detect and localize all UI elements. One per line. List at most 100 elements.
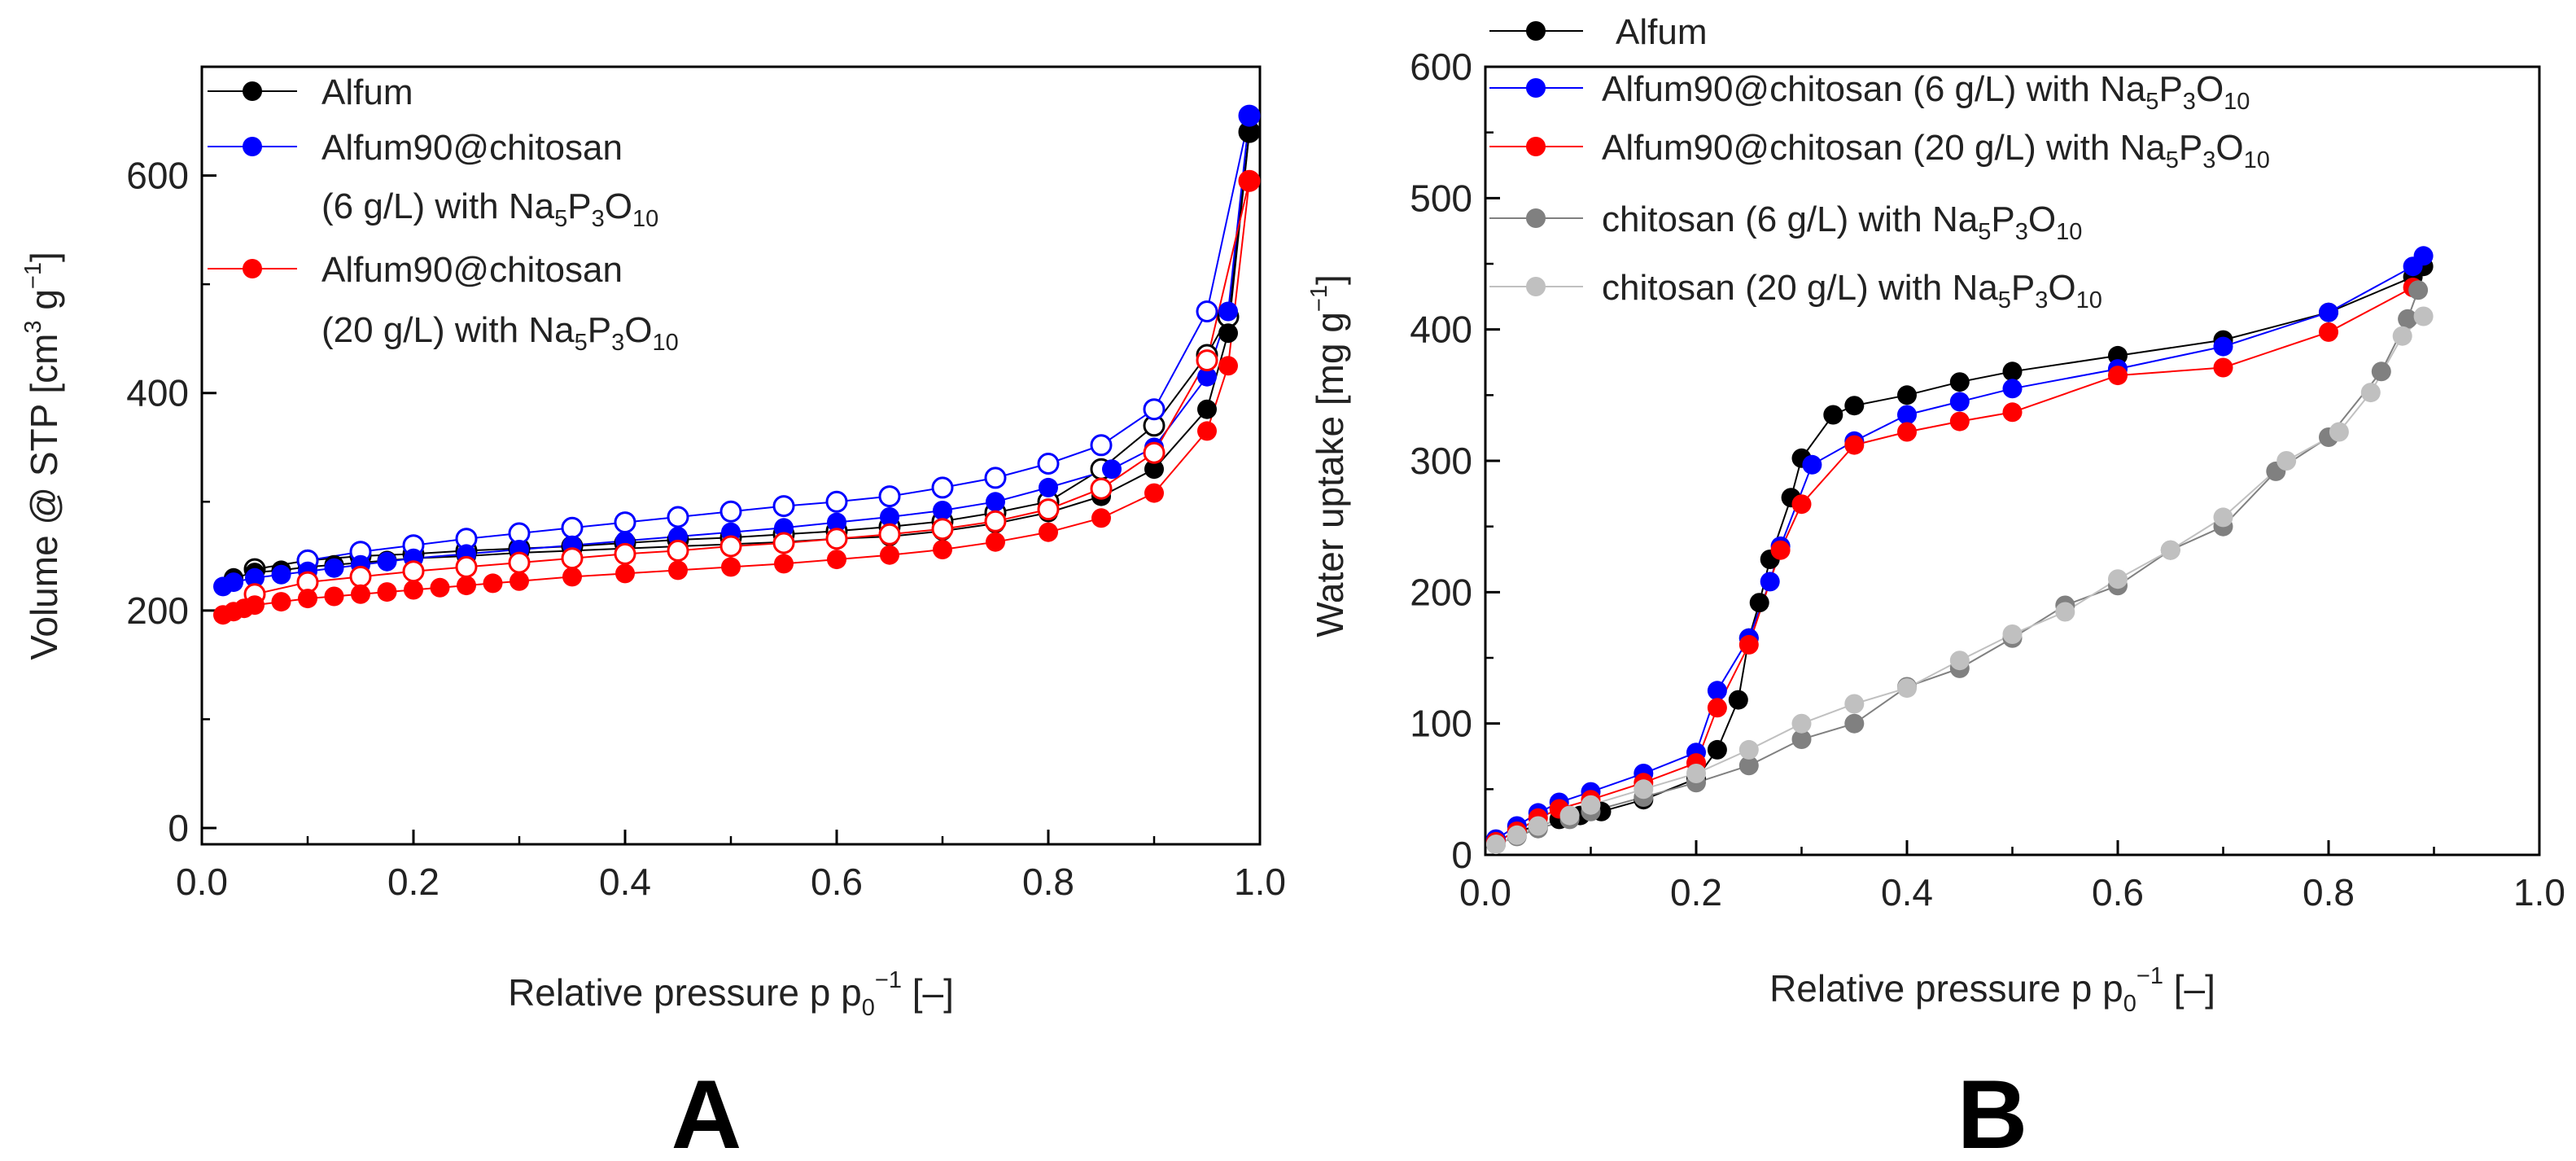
legend-a-marker-alfum — [243, 81, 262, 101]
panel-a-alfum90-chitosan-20-g-l-with-na5p3o10-desorption-point — [1090, 477, 1113, 500]
panel-a-y-tick-label: 400 — [126, 372, 189, 414]
panel-a-alfum90-chitosan-20-g-l-with-na5p3o10-desorption-point — [931, 518, 954, 541]
legend-a-label-20gl-line2: (20 g/L) with Na5P3O10 — [321, 310, 679, 356]
panel-a-alfum90-chitosan-20-g-l-with-na5p3o10-desorption-point — [402, 560, 425, 583]
panel-a-ticks: 0.0 0.2 0.4 0.6 0.8 1.0 0 200 400 600 — [126, 155, 1286, 903]
panel-a-alfum90-chitosan-20-g-l-with-na5p3o10-adsorption-point — [298, 589, 317, 609]
panel-b-alfum-point — [1844, 396, 1865, 416]
panel-a-alfum90-chitosan-20-g-l-with-na5p3o10-desorption-point — [772, 532, 795, 554]
panel-a-alfum90-chitosan-20-g-l-with-na5p3o10-adsorption-point — [827, 550, 846, 570]
panel-a-alfum90-chitosan-20-g-l-with-na5p3o10-desorption-point — [508, 551, 531, 574]
panel-a-alfum90-chitosan-6-g-l-with-na5p3o10-desorption-point — [667, 506, 689, 528]
panel-b-chitosan-20-g-l-with-na5p3o10-point — [1581, 795, 1601, 815]
panel-b-chitosan-6-g-l-with-na5p3o10-point — [2398, 309, 2418, 329]
panel-b-chitosan-20-g-l-with-na5p3o10-point — [2160, 540, 2180, 560]
panel-a-alfum90-chitosan-6-g-l-with-na5p3o10-desorption-point — [614, 511, 636, 534]
panel-b-legend: Alfum Alfum90@chitosan (6 g/L) with Na5P… — [1489, 12, 2270, 313]
legend-a-label-6gl-line1: Alfum90@chitosan — [321, 128, 623, 168]
panel-b-alfum90-chitosan-20-g-l-with-na5p3o10-point — [1738, 634, 1759, 655]
panel-b-alfum-point — [1823, 405, 1843, 425]
panel-a-alfum90-chitosan-20-g-l-with-na5p3o10-adsorption-point — [483, 573, 503, 594]
panel-b-series-lines — [1495, 255, 2425, 846]
panel-b-plot-frame — [1484, 65, 2541, 857]
panel-a-alfum-adsorption-point — [1197, 399, 1217, 419]
legend-b-label-alfum: Alfum — [1616, 12, 1707, 52]
panel-a-legend: Alfum Alfum90@chitosan (6 g/L) with Na5P… — [208, 72, 679, 356]
panel-a-alfum90-chitosan-20-g-l-with-na5p3o10-adsorption-point — [271, 592, 291, 612]
legend-b-marker-6gl — [1526, 78, 1546, 98]
panel-a-alfum90-chitosan-6-g-l-with-na5p3o10-adsorption-point — [1240, 106, 1259, 126]
panel-a-alfum90-chitosan-20-g-l-with-na5p3o10-adsorption-point — [457, 576, 476, 596]
panel-a-alfum90-chitosan-20-g-l-with-na5p3o10-desorption-point — [614, 542, 636, 565]
panel-a-alfum90-chitosan-20-g-l-with-na5p3o10-desorption-point — [719, 535, 742, 558]
panel-a-alfum90-chitosan-6-g-l-with-na5p3o10-desorption-point — [878, 485, 901, 508]
panel-b-x-tick-label: 0.2 — [1670, 871, 1722, 913]
panel-a-alfum90-chitosan-6-g-l-with-na5p3o10-adsorption-point — [324, 558, 344, 578]
legend-a-label-alfum: Alfum — [321, 72, 413, 112]
panel-b-alfum-point — [1728, 690, 1748, 710]
panel-a-alfum90-chitosan-6-g-l-with-na5p3o10-desorption-point — [825, 490, 848, 513]
panel-a-alfum90-chitosan-6-g-l-with-na5p3o10-adsorption-point — [224, 572, 243, 593]
legend-a-entry-20gl: Alfum90@chitosan (20 g/L) with Na5P3O10 — [208, 250, 679, 356]
panel-b-alfum90-chitosan-6-g-l-with-na5p3o10-point — [2213, 336, 2233, 357]
panel-b-chitosan-20-g-l-with-na5p3o10-point — [2360, 383, 2381, 403]
panel-a-alfum90-chitosan-6-g-l-with-na5p3o10-adsorption-point — [1218, 301, 1238, 322]
panel-b-alfum90-chitosan-6-g-l-with-na5p3o10-point — [2319, 302, 2338, 322]
panel-a-x-tick-label: 0.0 — [176, 861, 228, 903]
panel-b-alfum-line — [1495, 265, 2425, 843]
panel-a-alfum90-chitosan-20-g-l-with-na5p3o10-desorption-point — [825, 528, 848, 550]
panel-a-alfum90-chitosan-20-g-l-with-na5p3o10-desorption-point — [561, 547, 584, 570]
panel-a-alfum90-chitosan-20-g-l-with-na5p3o10-adsorption-point — [562, 567, 582, 587]
panel-a-alfum90-chitosan-20-g-l-with-na5p3o10-desorption-point — [1037, 498, 1060, 521]
panel-a-alfum-adsorption-point — [1240, 122, 1259, 142]
panel-b-chitosan-6-g-l-with-na5p3o10-point — [1738, 756, 1759, 776]
panel-b-chitosan-20-g-l-with-na5p3o10-point — [2108, 569, 2128, 589]
panel-b-alfum-point — [1949, 372, 1970, 392]
panel-b-y-tick-label: 100 — [1410, 703, 1472, 745]
panel-a-alfum90-chitosan-6-g-l-with-na5p3o10-adsorption-point — [774, 518, 794, 538]
panel-a-alfum90-chitosan-20-g-l-with-na5p3o10-adsorption-point — [1091, 508, 1111, 528]
panel-b-chitosan-20-g-l-with-na5p3o10-point — [1897, 678, 1917, 699]
legend-a-label-6gl-line2: (6 g/L) with Na5P3O10 — [321, 186, 658, 232]
panel-b-x-tick-label: 0.6 — [2092, 871, 2144, 913]
legend-a-label-20gl-line1: Alfum90@chitosan — [321, 250, 623, 290]
panel-a-alfum90-chitosan-20-g-l-with-na5p3o10-adsorption-point — [351, 584, 370, 604]
panel-b-chitosan-20-g-l-with-na5p3o10-point — [1791, 713, 1812, 734]
panel-a-y-axis-title: Volume @ STP [cm3 g−1] — [20, 252, 65, 660]
panel-a-alfum90-chitosan-20-g-l-with-na5p3o10-adsorption-point — [377, 582, 397, 602]
panel-a-alfum90-chitosan-6-g-l-with-na5p3o10-adsorption-point — [933, 501, 952, 520]
panel-b-y-tick-label: 500 — [1410, 177, 1472, 219]
panel-b-y-axis-title: Water uptake [mg g−1] — [1306, 274, 1351, 637]
panel-a-alfum90-chitosan-6-g-l-with-na5p3o10-adsorption-point — [271, 564, 291, 585]
panel-b-chitosan-20-g-l-with-na5p3o10-point — [1844, 694, 1865, 714]
panel-a-series-points — [213, 104, 1261, 625]
panel-b-x-tick-label: 1.0 — [2513, 871, 2565, 913]
panel-b-alfum90-chitosan-6-g-l-with-na5p3o10-point — [1949, 392, 1970, 412]
panel-b-alfum90-chitosan-20-g-l-with-na5p3o10-point — [2319, 322, 2338, 342]
panel-a-alfum90-chitosan-6-g-l-with-na5p3o10-adsorption-point — [880, 507, 899, 527]
panel-a-alfum90-chitosan-20-g-l-with-na5p3o10-adsorption-point — [880, 545, 899, 565]
panel-b-alfum90-chitosan-6-g-l-with-na5p3o10-point — [1897, 405, 1917, 425]
panel-a-alfum90-chitosan-6-g-l-with-na5p3o10-adsorption-point — [245, 567, 265, 588]
panel-b-chitosan-20-g-l-with-na5p3o10-point — [2392, 326, 2412, 346]
panel-a-alfum90-chitosan-20-g-l-with-na5p3o10-desorption-point — [667, 539, 689, 562]
legend-a-marker-6gl — [243, 137, 262, 156]
panel-b-chitosan-20-g-l-with-na5p3o10-point — [1486, 835, 1506, 855]
panel-a-alfum90-chitosan-6-g-l-with-na5p3o10-desorption-point — [1090, 434, 1113, 457]
panel-a-alfum90-chitosan-20-g-l-with-na5p3o10-adsorption-point — [404, 580, 423, 600]
panel-a-x-tick-label: 0.2 — [387, 861, 440, 903]
panel-b-alfum-point — [1749, 593, 1769, 613]
panel-b-series-points — [1486, 246, 2434, 855]
panel-a-alfum90-chitosan-6-g-l-with-na5p3o10-desorption-point — [1143, 398, 1166, 421]
panel-b-alfum90-chitosan-20-g-l-with-na5p3o10-point — [1844, 435, 1865, 455]
legend-b-entry-chitosan-20gl: chitosan (20 g/L) with Na5P3O10 — [1489, 268, 2102, 313]
legend-b-label-20gl: Alfum90@chitosan (20 g/L) with Na5P3O10 — [1602, 128, 2270, 173]
panel-b-y-tick-label: 0 — [1451, 834, 1472, 876]
panel-b-alfum90-chitosan-20-g-l-with-na5p3o10-point — [1770, 540, 1791, 560]
panel-a-alfum90-chitosan-6-g-l-with-na5p3o10-desorption-point — [931, 476, 954, 499]
panel-b-alfum90-chitosan-6-g-l-with-na5p3o10-point — [1802, 454, 1822, 475]
panel-b-alfum-point — [1707, 739, 1727, 760]
panel-b-alfum90-chitosan-20-g-l-with-na5p3o10-line — [1495, 287, 2414, 843]
panel-a-alfum90-chitosan-20-g-l-with-na5p3o10-adsorption-point — [721, 557, 741, 577]
